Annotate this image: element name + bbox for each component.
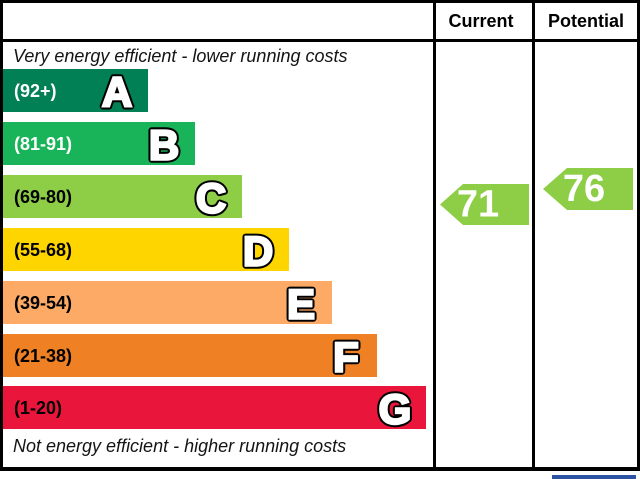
- svg-text:C: C: [196, 175, 226, 222]
- potential-column-header: Potential: [547, 10, 624, 31]
- svg-text:B: B: [149, 122, 179, 169]
- potential-arrow-shape: [543, 168, 633, 210]
- svg-text:E: E: [287, 281, 315, 328]
- current-rating-value: 71: [457, 184, 499, 225]
- svg-text:D: D: [243, 228, 273, 275]
- eu-flag-strip: [552, 475, 636, 479]
- band-range-label: (81-91): [14, 133, 73, 154]
- potential-rating-value: 76: [563, 168, 605, 210]
- svg-text:C: C: [196, 175, 226, 222]
- header-underline: [0, 39, 640, 42]
- band-letter: F F: [330, 330, 362, 384]
- svg-text:B: B: [149, 122, 179, 169]
- rating-band-bar: (55-68) D D: [3, 224, 289, 278]
- current-arrow-shape: [440, 184, 529, 225]
- caption-not-efficient: Not energy efficient - higher running co…: [13, 436, 347, 456]
- table-border-top: [0, 0, 640, 3]
- rating-band-bar: (92+) A A: [3, 65, 148, 119]
- svg-text:E: E: [287, 281, 315, 328]
- band-letter: B B: [146, 118, 183, 172]
- current-column-header: Current: [448, 10, 514, 31]
- svg-text:D: D: [243, 228, 273, 275]
- current-rating-arrow: 71: [440, 184, 529, 225]
- table-border-right: [637, 0, 640, 471]
- potential-rating-arrow: 76: [543, 168, 633, 210]
- rating-band-bar: (21-38) F F: [3, 330, 377, 384]
- band-range-label: (92+): [14, 80, 57, 101]
- svg-text:F: F: [333, 334, 359, 381]
- rating-band-bar: (39-54) E E: [3, 277, 332, 331]
- band-letter: G G: [375, 382, 414, 436]
- table-border-bottom: [0, 467, 640, 471]
- table-border-left: [0, 0, 3, 471]
- rating-band-bar: (69-80) C C: [3, 171, 242, 225]
- caption-very-efficient: Very energy efficient - lower running co…: [13, 46, 348, 66]
- band-letter: C C: [193, 171, 230, 225]
- band-letter: D D: [240, 224, 277, 278]
- svg-text:G: G: [379, 386, 412, 433]
- band-letter: A A: [99, 65, 136, 119]
- current-column-divider: [433, 0, 436, 471]
- band-range-label: (55-68): [14, 239, 73, 260]
- band-range-label: (21-38): [14, 345, 73, 366]
- band-range-label: (39-54): [14, 292, 73, 313]
- band-range-label: (1-20): [14, 397, 63, 418]
- band-range-label: (69-80): [14, 186, 73, 207]
- svg-text:F: F: [333, 334, 359, 381]
- band-letter: E E: [284, 277, 319, 331]
- potential-column-divider: [532, 0, 535, 471]
- rating-band-bar: (1-20) G G: [3, 382, 426, 436]
- svg-text:A: A: [102, 69, 132, 116]
- svg-text:A: A: [102, 69, 132, 116]
- rating-band-bar: (81-91) B B: [3, 118, 195, 172]
- svg-text:G: G: [379, 386, 412, 433]
